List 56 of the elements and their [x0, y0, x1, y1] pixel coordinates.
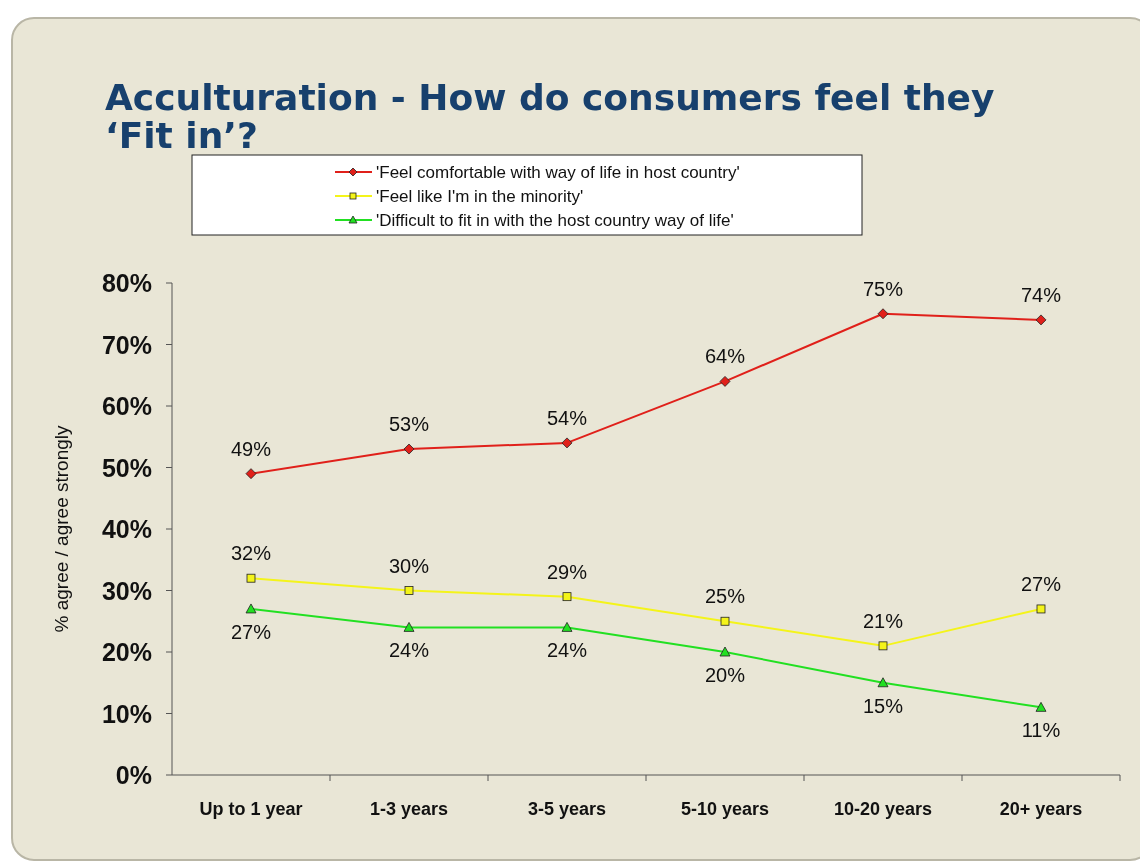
point — [245, 468, 257, 480]
data-label: 11% — [1021, 719, 1061, 742]
point — [720, 616, 730, 626]
point — [561, 437, 573, 449]
y-tick-label: 70% — [101, 330, 152, 359]
point — [246, 573, 256, 583]
point — [877, 677, 889, 688]
data-label: 49% — [230, 437, 272, 460]
data-label: 27% — [1020, 572, 1062, 595]
data-label: 27% — [230, 620, 272, 643]
y-tick-label: 30% — [101, 576, 152, 605]
data-label: 53% — [388, 413, 430, 436]
legend-label: 'Difficult to fit in with the host country way of life' — [376, 211, 734, 230]
y-axis-title: % agree / agree strongly — [51, 425, 72, 633]
point — [1035, 701, 1047, 712]
point — [404, 586, 414, 595]
x-tick-label: Up to 1 year — [199, 799, 303, 819]
chart-title: Acculturation - How do consumers feel they ‘Fit in’? — [105, 77, 995, 156]
point — [403, 622, 415, 632]
data-label: 20% — [704, 664, 746, 686]
point — [1036, 604, 1046, 614]
x-tick-label: 1-3 years — [369, 799, 449, 819]
y-tick-label: 60% — [101, 392, 152, 420]
point — [1035, 314, 1047, 326]
x-tick-label: 3-5 years — [527, 799, 607, 819]
point — [403, 443, 415, 455]
point — [719, 646, 731, 657]
point — [245, 603, 257, 614]
data-label: 64% — [704, 345, 746, 368]
y-tick-label: 40% — [101, 515, 152, 543]
data-label: 24% — [546, 639, 588, 662]
data-label: 25% — [704, 585, 746, 608]
data-label: 74% — [1020, 283, 1062, 306]
data-label: 15% — [862, 694, 904, 717]
y-tick-label: 50% — [101, 453, 152, 482]
point — [561, 622, 573, 632]
point — [878, 641, 888, 651]
data-label: 30% — [388, 554, 430, 577]
data-label: 21% — [862, 609, 904, 632]
data-label: 54% — [546, 406, 588, 429]
x-tick-label: 5-10 years — [680, 799, 770, 819]
y-tick-label: 80% — [101, 269, 152, 297]
y-tick-label: 10% — [101, 699, 152, 728]
x-tick-label: 10-20 years — [833, 799, 933, 819]
point — [877, 308, 889, 320]
y-tick-label: 20% — [101, 638, 152, 666]
data-label: 29% — [546, 560, 588, 583]
point — [562, 592, 572, 602]
x-tick-label: 20+ years — [999, 799, 1083, 819]
legend-label: 'Feel comfortable with way of life in host country' — [376, 163, 740, 182]
data-label: 32% — [230, 542, 272, 565]
data-label: 75% — [862, 277, 904, 300]
data-label: 24% — [388, 639, 430, 662]
point — [719, 376, 731, 387]
legend-label: 'Feel like I'm in the minority' — [376, 187, 584, 206]
y-tick-label: 0% — [115, 761, 152, 789]
